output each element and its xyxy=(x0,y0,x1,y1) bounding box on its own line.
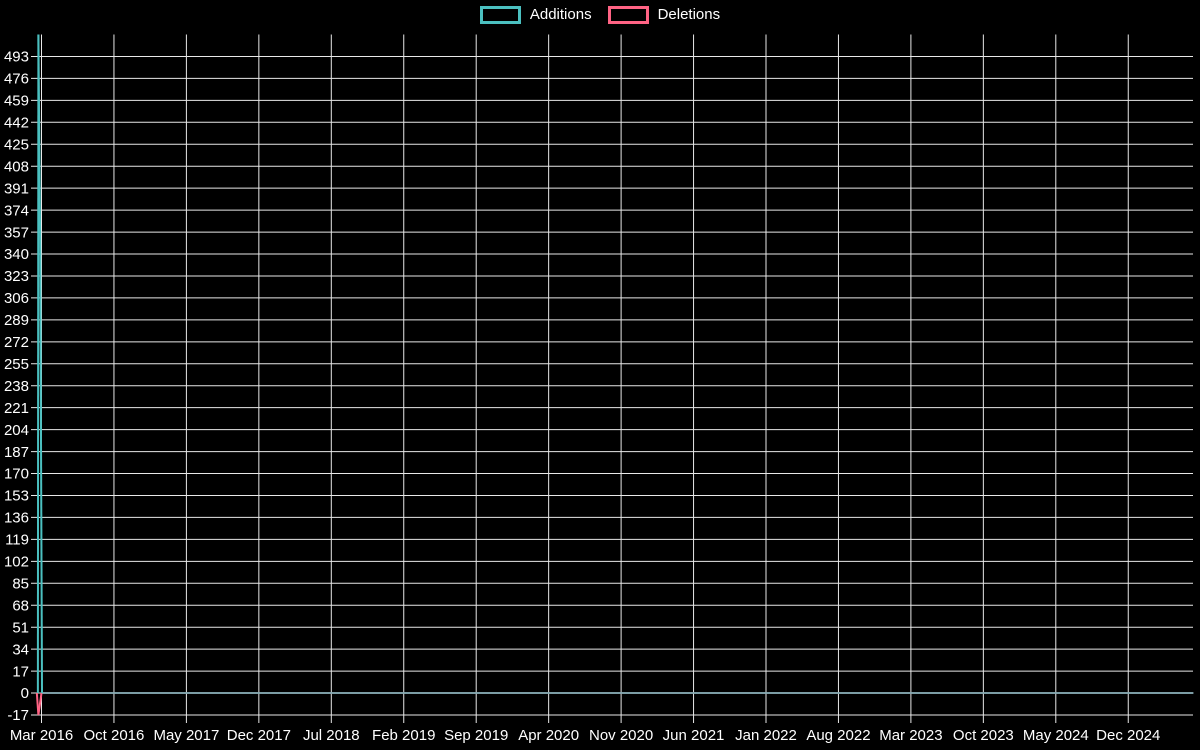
y-tick-label: 170 xyxy=(4,466,29,483)
y-tick-label: 221 xyxy=(4,400,29,417)
x-tick-label: Jun 2021 xyxy=(663,727,725,744)
y-tick-label: 17 xyxy=(12,663,29,680)
x-tick-label: Nov 2020 xyxy=(589,727,653,744)
x-tick-label: Apr 2020 xyxy=(518,727,579,744)
y-tick-label: 357 xyxy=(4,224,29,241)
y-tick-label: 374 xyxy=(4,202,29,219)
x-tick-label: May 2017 xyxy=(153,727,219,744)
x-tick-label: Dec 2017 xyxy=(227,727,291,744)
x-tick-label: Oct 2023 xyxy=(953,727,1014,744)
legend-box-icon xyxy=(479,6,521,24)
chart-legend: Additions Deletions xyxy=(0,6,1200,24)
y-tick-label: 289 xyxy=(4,312,29,329)
y-tick-label: 408 xyxy=(4,158,29,175)
y-tick-label: 0 xyxy=(21,685,29,702)
x-tick-label: Mar 2016 xyxy=(10,727,73,744)
y-tick-label: 323 xyxy=(4,268,29,285)
y-tick-label: 119 xyxy=(5,532,29,549)
y-tick-label: 272 xyxy=(4,334,29,351)
series-line-additions xyxy=(39,254,44,694)
legend-item-additions[interactable]: Additions xyxy=(479,6,592,24)
y-tick-label: 425 xyxy=(4,136,29,153)
legend-label: Additions xyxy=(529,6,592,23)
series-line-deletions xyxy=(37,692,43,716)
y-tick-label: 85 xyxy=(12,575,29,592)
y-tick-label: 391 xyxy=(4,180,29,197)
y-tick-label: 306 xyxy=(4,290,29,307)
y-tick-label: 459 xyxy=(4,93,29,110)
y-tick-label: 442 xyxy=(4,115,29,132)
legend-box-icon xyxy=(607,6,649,24)
x-tick-label: Mar 2023 xyxy=(879,727,942,744)
y-tick-label: 153 xyxy=(4,488,29,505)
y-tick-label: 204 xyxy=(4,422,29,439)
x-tick-label: Jul 2018 xyxy=(303,727,360,744)
x-tick-label: Aug 2022 xyxy=(806,727,870,744)
y-tick-label: 68 xyxy=(12,597,29,614)
x-tick-label: Oct 2016 xyxy=(84,727,145,744)
y-tick-label: -17 xyxy=(7,707,29,724)
y-tick-label: 34 xyxy=(12,641,29,658)
y-tick-label: 340 xyxy=(4,246,29,263)
legend-label: Deletions xyxy=(657,6,721,23)
legend-item-deletions[interactable]: Deletions xyxy=(607,6,721,24)
y-tick-label: 476 xyxy=(4,71,29,88)
x-tick-label: Sep 2019 xyxy=(444,727,508,744)
y-tick-label: 493 xyxy=(4,49,29,66)
y-tick-label: 187 xyxy=(4,444,29,461)
y-tick-label: 51 xyxy=(12,619,29,636)
x-tick-label: May 2024 xyxy=(1023,727,1089,744)
series-line-additions xyxy=(36,34,40,694)
y-tick-label: 102 xyxy=(4,554,29,571)
y-tick-label: 255 xyxy=(4,356,29,373)
x-tick-label: Dec 2024 xyxy=(1096,727,1160,744)
series-line-additions xyxy=(37,34,42,255)
y-tick-label: 238 xyxy=(4,378,29,395)
y-tick-label: 136 xyxy=(4,510,29,527)
x-tick-label: Jan 2022 xyxy=(735,727,797,744)
x-tick-label: Feb 2019 xyxy=(372,727,435,744)
